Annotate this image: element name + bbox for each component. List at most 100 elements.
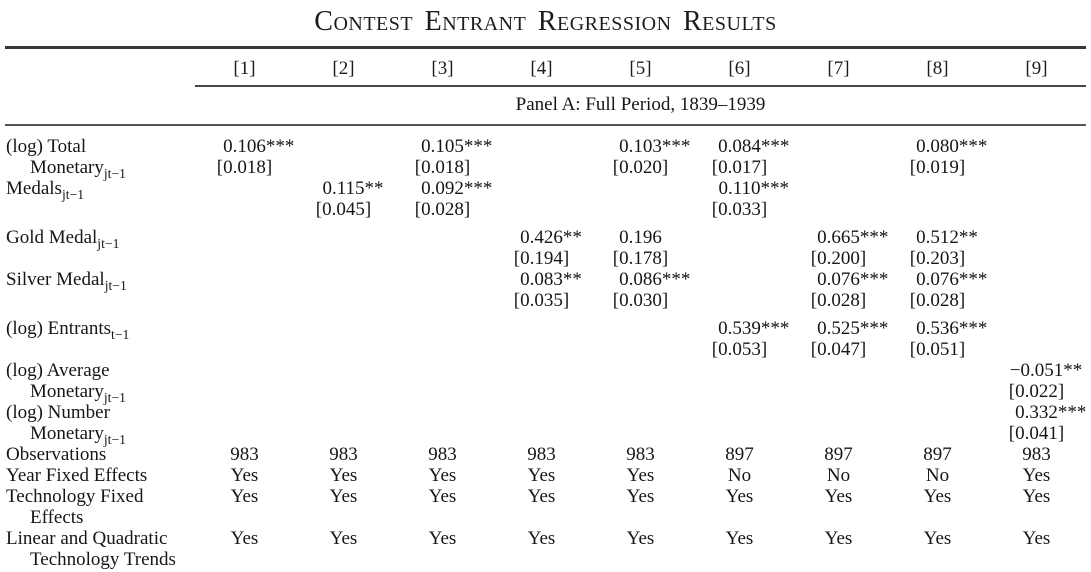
value-cell (591, 549, 690, 570)
column-header-row: [1] [2] [3] [4] [5] [6] [7] [8] [9] (5, 48, 1086, 87)
coef-cell: 0.080*** (916, 136, 988, 157)
value-cell: Yes (428, 486, 457, 507)
coef-cell (195, 269, 294, 290)
table-row: Technology Fixed Yes Yes Yes Yes Yes Yes Yes Yes… (5, 486, 1086, 507)
se-cell (195, 381, 294, 402)
coef-cell (393, 402, 492, 423)
se-cell: [0.200] (810, 248, 867, 269)
value-cell: 897 (824, 444, 853, 465)
value-cell: Yes (230, 465, 259, 486)
se-cell: [0.203] (909, 248, 966, 269)
value-cell (492, 549, 591, 570)
coef-cell (987, 311, 1086, 339)
se-cell: [0.028] (810, 290, 867, 311)
value-cell: 983 (527, 444, 556, 465)
se-cell (294, 339, 393, 360)
table-row-continuation: Technology Trends (5, 549, 1086, 570)
coef-cell (492, 125, 591, 157)
coef-cell (987, 125, 1086, 157)
coef-cell (393, 220, 492, 248)
value-cell: 983 (428, 444, 457, 465)
se-cell (195, 248, 294, 269)
value-cell: Yes (923, 486, 952, 507)
coef-cell (987, 178, 1086, 199)
se-cell: [0.051] (909, 339, 966, 360)
value-cell (789, 507, 888, 528)
coef-cell (195, 178, 294, 199)
table-row: (log) Number 0.332*** (5, 402, 1086, 423)
value-cell: Yes (824, 486, 853, 507)
coef-cell (393, 360, 492, 381)
se-cell (888, 423, 987, 444)
coef-cell: 0.426** (520, 227, 582, 248)
value-cell (789, 549, 888, 570)
value-cell (393, 549, 492, 570)
row-label: Silver Medaljt−1 (6, 269, 127, 293)
table-row-continuation: Monetaryjt−1 [0.041] (5, 423, 1086, 446)
se-cell (195, 290, 294, 311)
coef-cell (789, 360, 888, 381)
coef-cell: 0.332*** (1015, 402, 1087, 423)
coef-cell (987, 269, 1086, 290)
table-row: Silver Medaljt−1 0.083** 0.086*** 0.076*** 0… (5, 269, 1086, 293)
se-cell: [0.047] (810, 339, 867, 360)
se-cell: [0.022] (1008, 381, 1065, 402)
value-cell: 983 (329, 444, 358, 465)
se-cell (492, 339, 591, 360)
value-cell: 897 (923, 444, 952, 465)
se-cell (195, 339, 294, 360)
se-cell: [0.017] (711, 157, 768, 178)
coef-cell (195, 402, 294, 423)
se-cell (393, 339, 492, 360)
se-cell (294, 248, 393, 269)
column-header: [4] (530, 58, 553, 79)
page-title: Contest Entrant Regression Results (314, 6, 777, 37)
value-cell (294, 507, 393, 528)
coef-cell (888, 360, 987, 381)
row-label-line2 (5, 199, 195, 220)
coef-cell (195, 360, 294, 381)
value-cell (690, 507, 789, 528)
coef-cell (987, 220, 1086, 248)
se-cell (690, 248, 789, 269)
column-header: [3] (431, 58, 454, 79)
coef-cell (492, 311, 591, 339)
table-row-continuation: [0.194] [0.178] [0.200] [0.203] (5, 248, 1086, 269)
row-label-line2 (5, 248, 195, 269)
column-header: [8] (926, 58, 949, 79)
column-header: [2] (332, 58, 355, 79)
se-cell (987, 290, 1086, 311)
se-cell (393, 248, 492, 269)
coef-cell: 0.084*** (718, 136, 790, 157)
value-cell: Yes (230, 486, 259, 507)
value-cell: Yes (329, 486, 358, 507)
coef-cell (492, 360, 591, 381)
se-cell: [0.028] (909, 290, 966, 311)
table-header: [1] [2] [3] [4] [5] [6] [7] [8] [9] Panel A: Ful… (5, 48, 1086, 126)
value-cell: Yes (1022, 528, 1051, 549)
coef-cell (690, 360, 789, 381)
se-cell (789, 157, 888, 178)
coef-cell (591, 402, 690, 423)
se-cell (987, 248, 1086, 269)
se-cell (789, 199, 888, 220)
coef-cell: 0.196 (619, 227, 662, 248)
value-cell: 983 (626, 444, 655, 465)
value-cell: Yes (824, 528, 853, 549)
coef-cell (294, 402, 393, 423)
se-cell (591, 423, 690, 444)
coef-cell (393, 311, 492, 339)
se-cell (591, 381, 690, 402)
se-cell (492, 423, 591, 444)
coef-cell: 0.539*** (718, 318, 790, 339)
row-label: Technology Fixed (6, 486, 144, 507)
value-cell (492, 507, 591, 528)
se-cell: [0.033] (711, 199, 768, 220)
se-cell (492, 157, 591, 178)
value-cell (987, 507, 1086, 528)
se-cell: [0.018] (414, 157, 471, 178)
table-row-continuation: Effects (5, 507, 1086, 528)
se-cell: [0.194] (513, 248, 570, 269)
se-cell: [0.178] (612, 248, 669, 269)
panel-row-spacer (5, 86, 195, 126)
